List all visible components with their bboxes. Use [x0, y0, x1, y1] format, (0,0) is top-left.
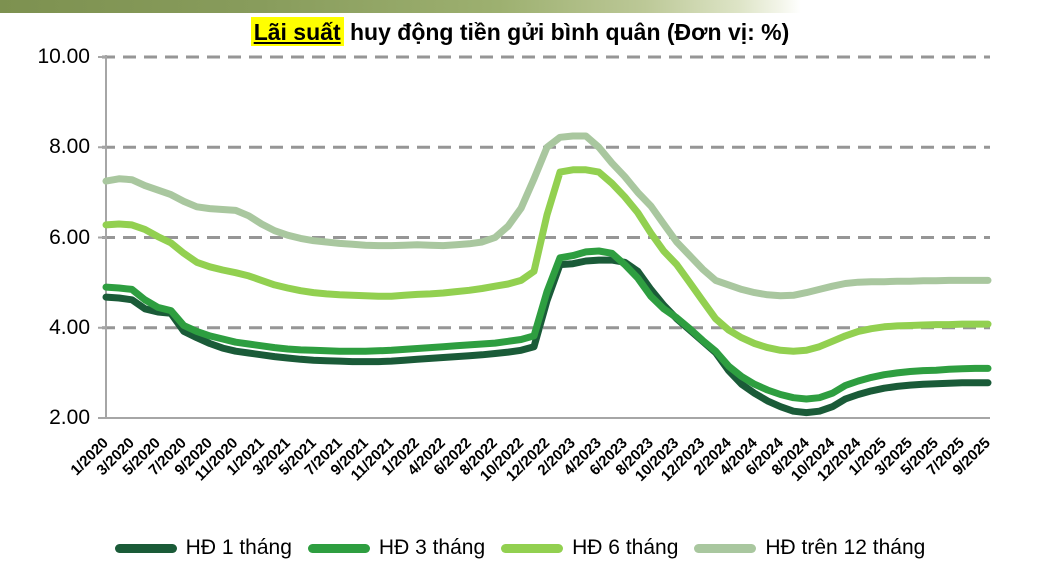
chart-title-rest: huy động tiền gửi bình quân (Đơn vị: %): [343, 19, 790, 45]
y-axis-tick-label: 8.00: [49, 135, 90, 159]
legend-item-hd-1-thang: HĐ 1 tháng: [114, 536, 292, 560]
legend-item-hd-6-thang: HĐ 6 tháng: [501, 536, 678, 560]
y-axis-tick-label: 2.00: [49, 406, 90, 429]
series-line-hd-6-thang: [102, 166, 992, 355]
chart-title-highlight: Lãi suất: [250, 17, 344, 46]
legend-swatch-hd-3-thang: [307, 543, 370, 553]
series-line-hd-3-thang: [102, 247, 992, 403]
chart-title: Lãi suất huy động tiền gửi bình quân (Đơ…: [0, 17, 1040, 47]
legend-swatch-hd-6-thang: [501, 543, 564, 553]
y-axis-tick-label: 4.00: [49, 315, 90, 339]
chart-legend: HĐ 1 tháng HĐ 3 tháng HĐ 6 tháng HĐ trên 12…: [0, 531, 1040, 565]
legend-label: HĐ trên 12 tháng: [765, 536, 926, 559]
series-line-hd-tren-12-thang: [102, 132, 992, 300]
legend-label: HĐ 6 tháng: [572, 536, 679, 559]
legend-swatch-hd-tren-12-thang: [694, 543, 757, 553]
legend-label: HĐ 1 tháng: [185, 536, 292, 559]
y-axis-tick-label: 10.00: [37, 45, 90, 68]
legend-swatch-hd-1-thang: [114, 543, 177, 553]
legend-label: HĐ 3 tháng: [378, 536, 486, 559]
legend-item-hd-tren-12-thang: HĐ trên 12 tháng: [694, 536, 925, 560]
y-axis-tick-label: 6.00: [49, 225, 90, 249]
legend-item-hd-3-thang: HĐ 3 tháng: [307, 536, 486, 560]
header-gradient-bar: [0, 0, 1040, 13]
